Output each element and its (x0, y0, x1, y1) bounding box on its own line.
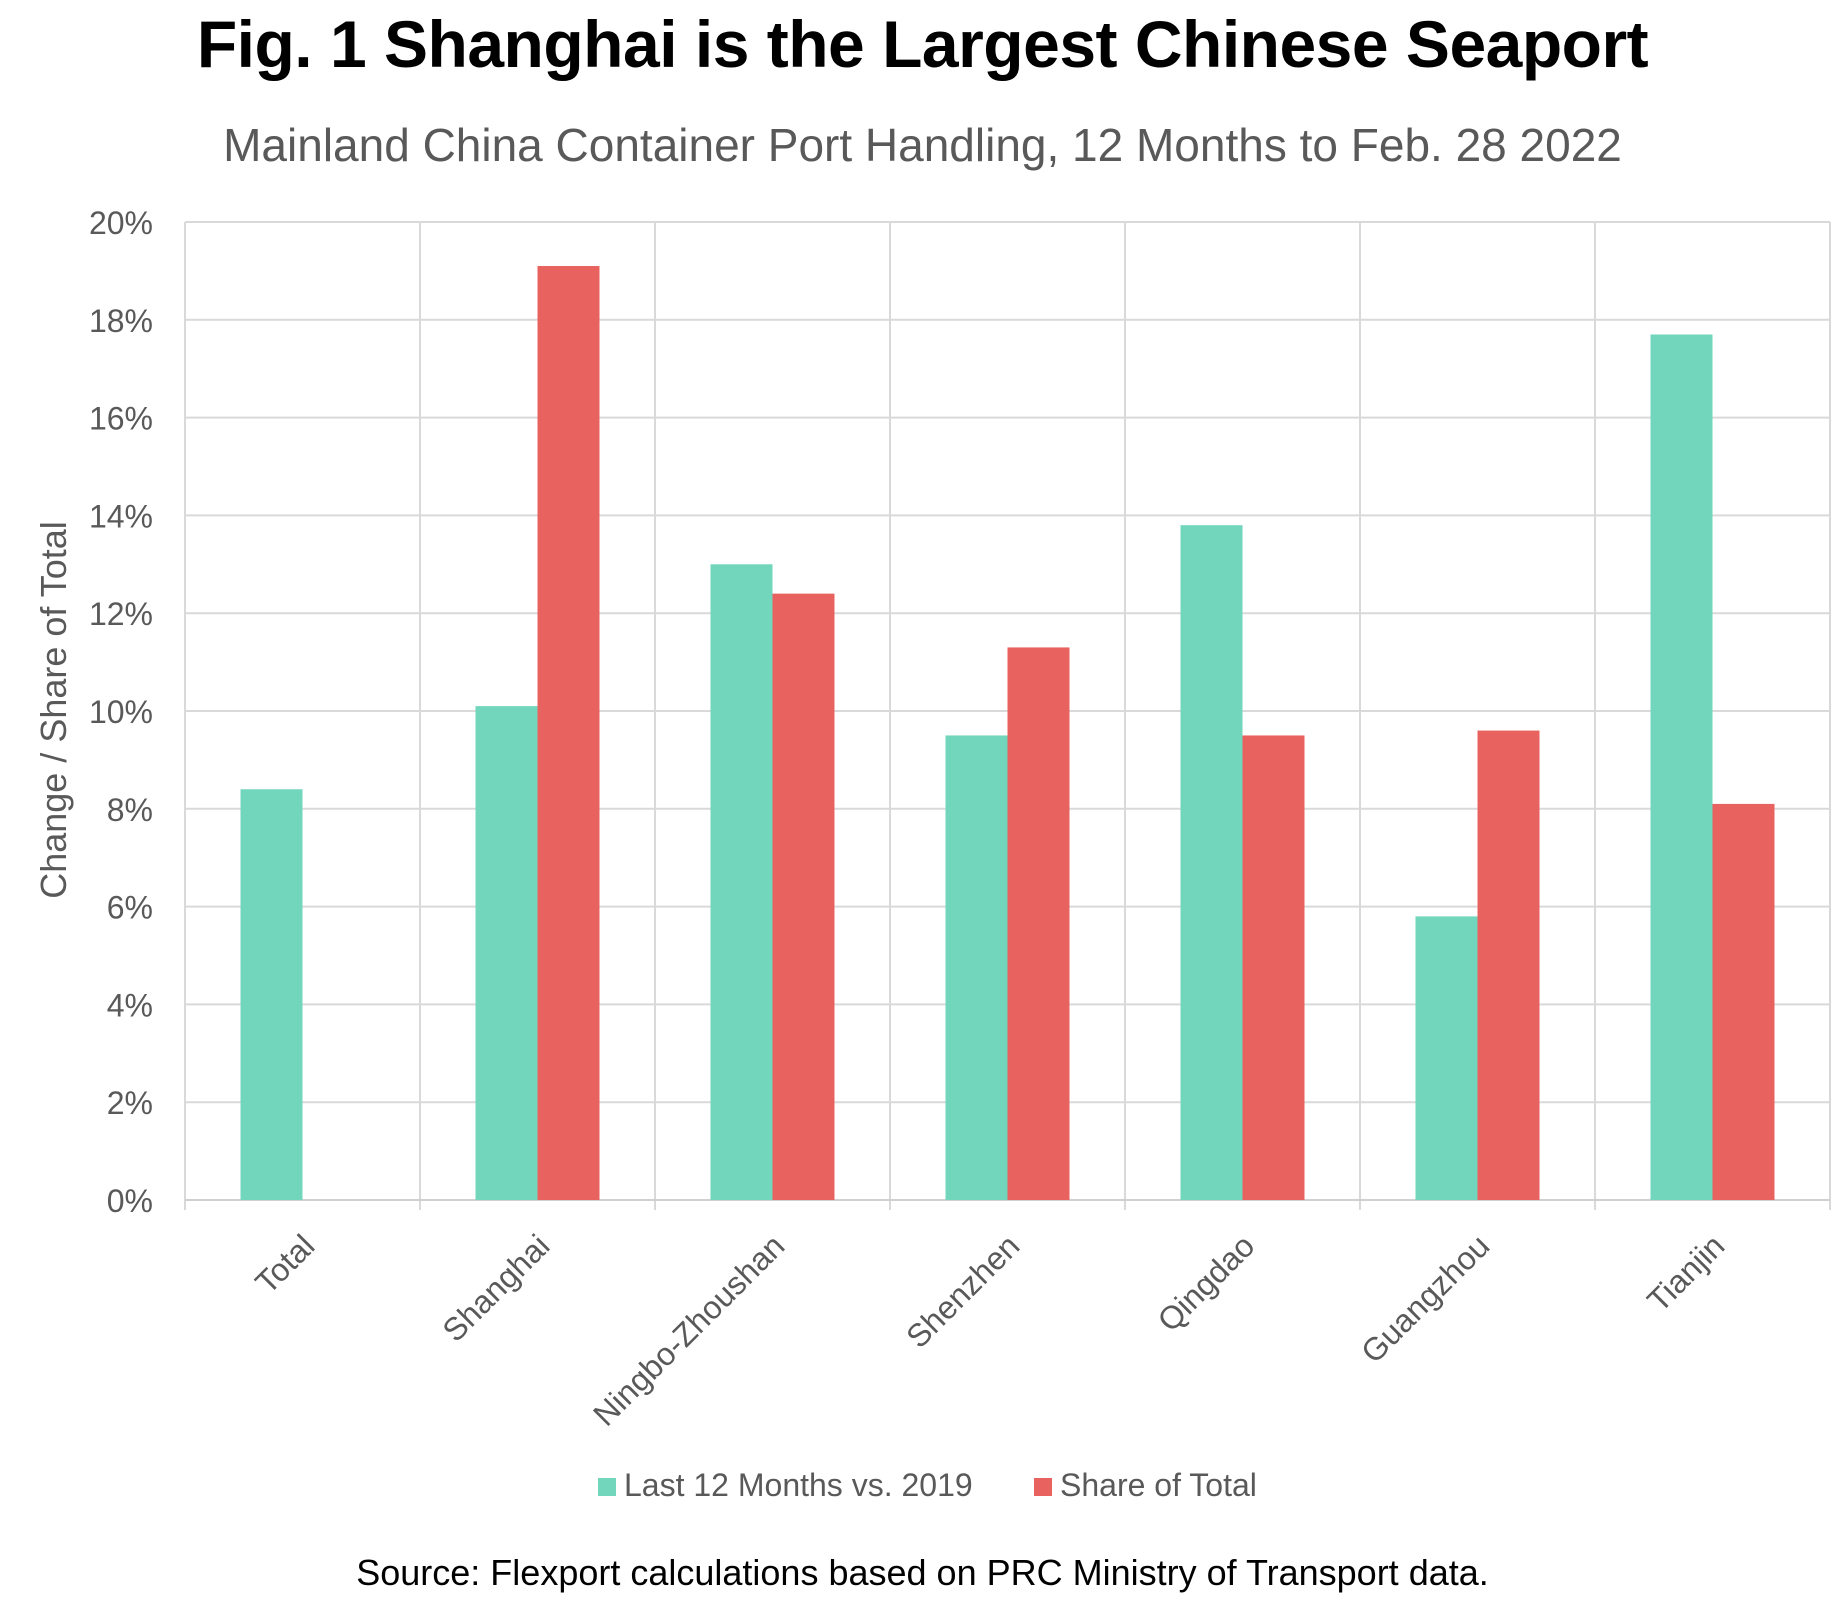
legend-label: Last 12 Months vs. 2019 (624, 1467, 973, 1503)
legend-label: Share of Total (1060, 1467, 1257, 1503)
x-tick-label: Guangzhou (1354, 1227, 1496, 1369)
y-tick-label: 14% (89, 498, 153, 534)
bar-last12-shanghai (475, 706, 538, 1200)
bar-last12-ningbo-zhoushan (710, 564, 773, 1200)
x-tick-label: Tianjin (1640, 1227, 1731, 1318)
x-tick-label: Qingdao (1150, 1227, 1261, 1338)
legend-swatch (598, 1478, 616, 1496)
y-tick-label: 10% (89, 694, 153, 730)
bar-last12-tianjin (1650, 334, 1713, 1201)
x-tick-label: Shenzhen (899, 1227, 1026, 1354)
bar-share-guangzhou (1477, 730, 1540, 1200)
y-tick-label: 2% (107, 1085, 153, 1121)
bar-share-shenzhen (1007, 647, 1070, 1200)
y-tick-label: 8% (107, 792, 153, 828)
bar-last12-total (240, 789, 303, 1200)
source-note: Source: Flexport calculations based on P… (356, 1552, 1489, 1593)
legend: Last 12 Months vs. 2019 Share of Total (598, 1467, 1257, 1503)
y-tick-label: 6% (107, 890, 153, 926)
grid-layer (184, 221, 1831, 1210)
y-tick-label: 4% (107, 987, 153, 1023)
chart-subtitle: Mainland China Container Port Handling, … (223, 119, 1622, 171)
y-tick-label: 0% (107, 1183, 153, 1219)
y-tick-label: 18% (89, 303, 153, 339)
bar-share-shanghai (537, 266, 600, 1200)
x-tick-label: Shanghai (435, 1227, 556, 1348)
bar-share-qingdao (1242, 735, 1305, 1200)
bar-share-tianjin (1712, 803, 1775, 1200)
bar-last12-shenzhen (945, 735, 1008, 1200)
legend-swatch (1034, 1478, 1052, 1496)
bar-layer (240, 266, 1775, 1201)
x-tick-label: Ningbo-Zhoushan (586, 1227, 791, 1432)
x-axis-ticks: Total Shanghai Ningbo-Zhoushan Shenzhen Qing… (248, 1227, 1731, 1432)
y-tick-label: 16% (89, 401, 153, 437)
bar-last12-guangzhou (1415, 916, 1478, 1200)
y-axis-ticks: 0% 2% 4% 6% 8% 10% 12% 14% 16% 18% 20% (89, 205, 153, 1219)
y-tick-label: 20% (89, 205, 153, 241)
x-tick-label: Total (248, 1227, 321, 1300)
bar-chart: 0% 2% 4% 6% 8% 10% 12% 14% 16% 18% 20% Total Shangh… (33, 205, 1831, 1503)
chart-title: Fig. 1 Shanghai is the Largest Chinese S… (196, 7, 1649, 81)
bar-last12-qingdao (1180, 525, 1243, 1200)
bar-share-ningbo-zhoushan (772, 593, 835, 1200)
y-axis-label: Change / Share of Total (33, 521, 74, 899)
y-tick-label: 12% (89, 596, 153, 632)
